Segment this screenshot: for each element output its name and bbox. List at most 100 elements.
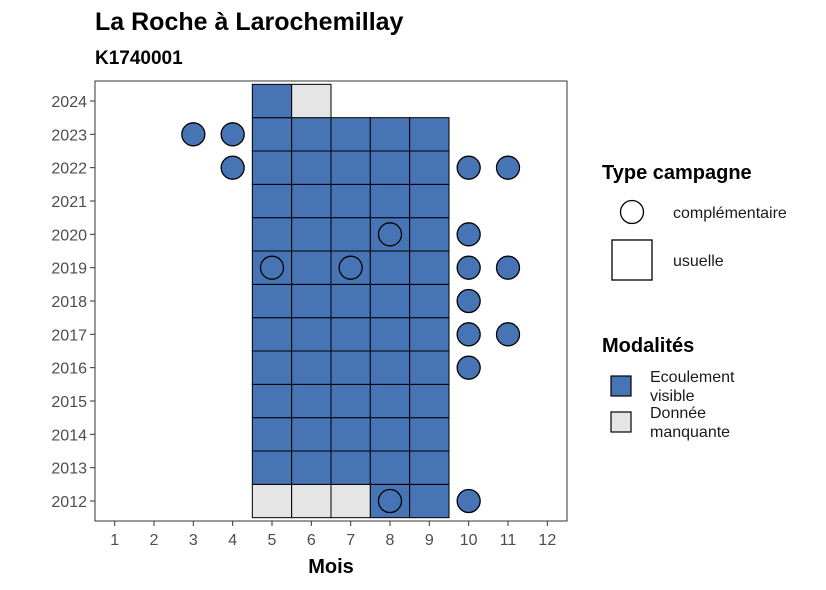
- point-2019-10: [456, 255, 481, 280]
- y-tick-label: 2020: [51, 227, 87, 244]
- x-tick-label: 12: [538, 532, 556, 549]
- x-tick-label: 10: [460, 532, 478, 549]
- y-tick-label: 2018: [51, 294, 87, 311]
- legend-modalite-key: [610, 375, 632, 397]
- point-2022-10: [456, 155, 481, 180]
- tile-2019-8: [369, 250, 411, 285]
- tile-2013-9: [409, 450, 450, 485]
- point-2023-4: [220, 122, 245, 147]
- tile-2020-6: [291, 217, 332, 252]
- tile-2021-8: [369, 183, 411, 219]
- x-tick-label: 1: [110, 532, 119, 549]
- legend-modalites-title: Modalités: [602, 335, 694, 357]
- tile-2013-5: [251, 450, 293, 485]
- tile-2014-9: [409, 417, 450, 452]
- tile-2021-5: [251, 183, 293, 219]
- tile-2020-5: [251, 217, 293, 252]
- tile-2017-8: [369, 317, 411, 352]
- point-2016-10: [456, 355, 481, 380]
- tile-2022-6: [291, 150, 332, 185]
- legend-type-label: complémentaire: [673, 205, 787, 222]
- tile-2017-7: [330, 317, 371, 352]
- tile-2013-7: [330, 450, 371, 485]
- x-tick-label: 9: [425, 532, 434, 549]
- tile-2015-9: [409, 383, 450, 419]
- x-tick-label: 3: [189, 532, 198, 549]
- tile-2018-9: [409, 283, 450, 319]
- tile-2017-9: [409, 317, 450, 352]
- tile-2014-8: [369, 417, 411, 452]
- point-2020-10: [456, 222, 481, 247]
- legend-modalite-key: [610, 411, 632, 433]
- tile-2012-7: [330, 483, 371, 519]
- tile-2018-5: [251, 283, 293, 319]
- chart-title: La Roche à Larochemillay: [95, 8, 404, 36]
- tile-2020-7: [330, 217, 371, 252]
- tile-2023-8: [369, 117, 411, 152]
- tile-2014-5: [251, 417, 293, 452]
- y-tick-label: 2017: [51, 327, 87, 344]
- point-2019-5: [259, 255, 285, 280]
- tile-2022-5: [251, 150, 293, 185]
- point-2022-4: [220, 155, 245, 180]
- y-tick-label: 2013: [51, 461, 87, 478]
- legend-square-key: [611, 239, 653, 281]
- y-tick-label: 2014: [51, 427, 87, 444]
- point-2022-11: [495, 155, 521, 180]
- tile-2014-6: [291, 417, 332, 452]
- tile-2017-6: [291, 317, 332, 352]
- point-2019-11: [495, 255, 521, 280]
- tile-2023-6: [291, 117, 332, 152]
- y-tick-label: 2019: [51, 261, 87, 278]
- tile-2016-8: [369, 350, 411, 385]
- tile-2012-9: [409, 483, 450, 519]
- y-tick-label: 2022: [51, 161, 87, 178]
- tile-2024-6: [291, 83, 332, 119]
- plot-area: [94, 80, 568, 522]
- y-tick-label: 2015: [51, 394, 87, 411]
- tile-2022-8: [369, 150, 411, 185]
- tile-2018-8: [369, 283, 411, 319]
- legend-type-label: usuelle: [673, 253, 724, 270]
- tile-2015-6: [291, 383, 332, 419]
- tile-2024-5: [251, 83, 293, 119]
- tile-2021-6: [291, 183, 332, 219]
- tile-2022-9: [409, 150, 450, 185]
- tile-2018-7: [330, 283, 371, 319]
- tile-2018-6: [291, 283, 332, 319]
- tile-2012-5: [251, 483, 293, 519]
- x-axis-title: Mois: [308, 556, 354, 578]
- legend-type-title: Type campagne: [602, 162, 752, 184]
- tile-2023-9: [409, 117, 450, 152]
- point-2023-3: [181, 122, 206, 147]
- tile-2015-5: [251, 383, 293, 419]
- tile-2019-9: [409, 250, 450, 285]
- point-2018-10: [456, 288, 481, 314]
- tile-2016-6: [291, 350, 332, 385]
- tile-2016-7: [330, 350, 371, 385]
- tile-2012-6: [291, 483, 332, 519]
- x-tick-label: 8: [386, 532, 395, 549]
- y-tick-label: 2012: [51, 494, 87, 511]
- tile-2023-7: [330, 117, 371, 152]
- x-tick-label: 4: [228, 532, 237, 549]
- point-2017-11: [495, 322, 521, 347]
- legend-circle-key: [619, 199, 645, 225]
- tile-2019-6: [291, 250, 332, 285]
- tile-2022-7: [330, 150, 371, 185]
- tile-2021-7: [330, 183, 371, 219]
- x-tick-label: 5: [268, 532, 277, 549]
- tile-2016-5: [251, 350, 293, 385]
- x-tick-label: 2: [150, 532, 159, 549]
- y-tick-label: 2023: [51, 127, 87, 144]
- y-tick-label: 2016: [51, 361, 87, 378]
- y-axis: 2012 2013 2014 2015 2016 2017 2018 2019 2020 2021…: [51, 94, 95, 511]
- y-tick-label: 2024: [51, 94, 87, 111]
- tile-2015-7: [330, 383, 371, 419]
- tile-2015-8: [369, 383, 411, 419]
- point-2017-10: [456, 322, 481, 347]
- y-tick-label: 2021: [51, 194, 87, 211]
- legend-type-campagne: Type campagne complémentaire usuelle: [602, 162, 787, 281]
- tile-2017-5: [251, 317, 293, 352]
